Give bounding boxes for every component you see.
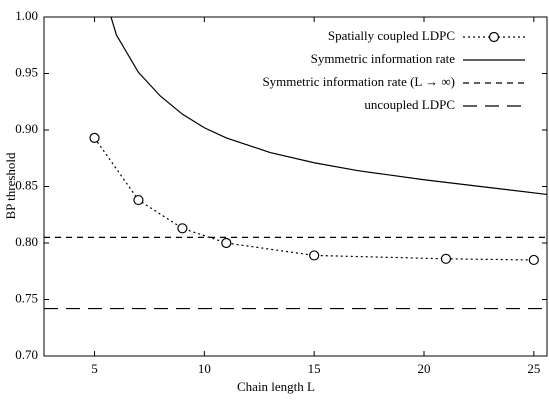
y-tick-label: 0.90 (15, 121, 38, 136)
y-tick-label: 0.70 (15, 347, 38, 362)
data-point (89, 132, 100, 144)
legend-label: Spatially coupled LDPC (328, 28, 455, 43)
y-tick-label: 0.80 (15, 234, 38, 249)
y-tick-label: 1.00 (15, 8, 38, 23)
legend-label: uncoupled LDPC (364, 97, 455, 112)
y-tick-label: 0.85 (15, 177, 38, 192)
data-point (177, 223, 188, 234)
series-line (110, 16, 548, 196)
data-point (133, 194, 144, 206)
y-axis-label: BP threshold (3, 152, 18, 220)
legend-label: Symmetric information rate (L → ∞) (262, 74, 455, 89)
legend-marker (488, 31, 500, 43)
x-tick-label: 25 (527, 361, 540, 376)
x-tick-label: 15 (308, 361, 321, 376)
x-tick-label: 10 (198, 361, 211, 376)
x-tick-label: 20 (417, 361, 430, 376)
x-axis-label: Chain length L (237, 379, 315, 394)
data-point (528, 254, 539, 266)
data-point (309, 250, 320, 261)
series-line (94, 137, 534, 261)
legend-label: Symmetric information rate (311, 51, 456, 66)
x-tick-label: 5 (91, 361, 98, 376)
data-point (440, 253, 452, 264)
y-tick-label: 0.95 (15, 64, 38, 79)
plot-frame (43, 16, 548, 357)
y-tick-label: 0.75 (15, 290, 38, 305)
data-point (221, 237, 232, 249)
